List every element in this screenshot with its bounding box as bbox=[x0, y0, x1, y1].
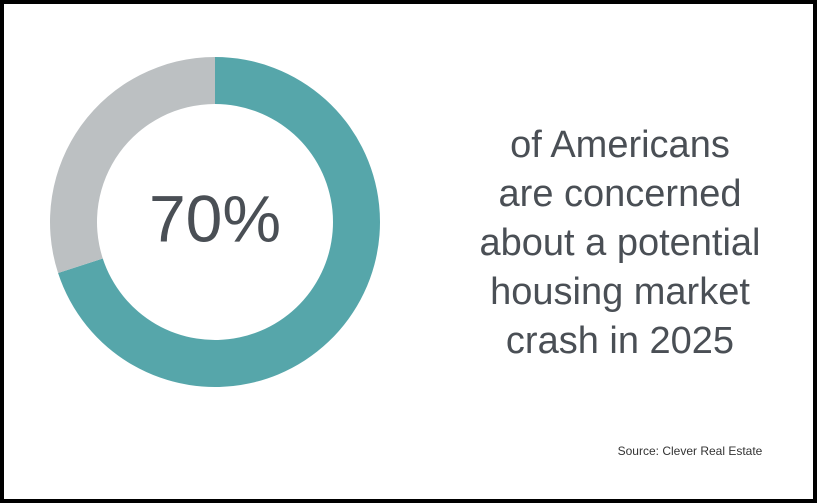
description-line: of Americans bbox=[510, 124, 730, 166]
donut-segment bbox=[58, 57, 380, 387]
description-line: crash in 2025 bbox=[506, 320, 734, 362]
donut-chart bbox=[50, 57, 380, 387]
center-value-label: 70% bbox=[149, 181, 281, 255]
description-line: housing market bbox=[490, 271, 750, 313]
description-line: about a potential bbox=[479, 222, 760, 264]
source-note: Source: Clever Real Estate bbox=[618, 444, 763, 458]
description: of Americans are concerned about a potenti… bbox=[479, 124, 760, 362]
description-line: are concerned bbox=[499, 173, 742, 215]
donut-segment bbox=[50, 57, 216, 273]
